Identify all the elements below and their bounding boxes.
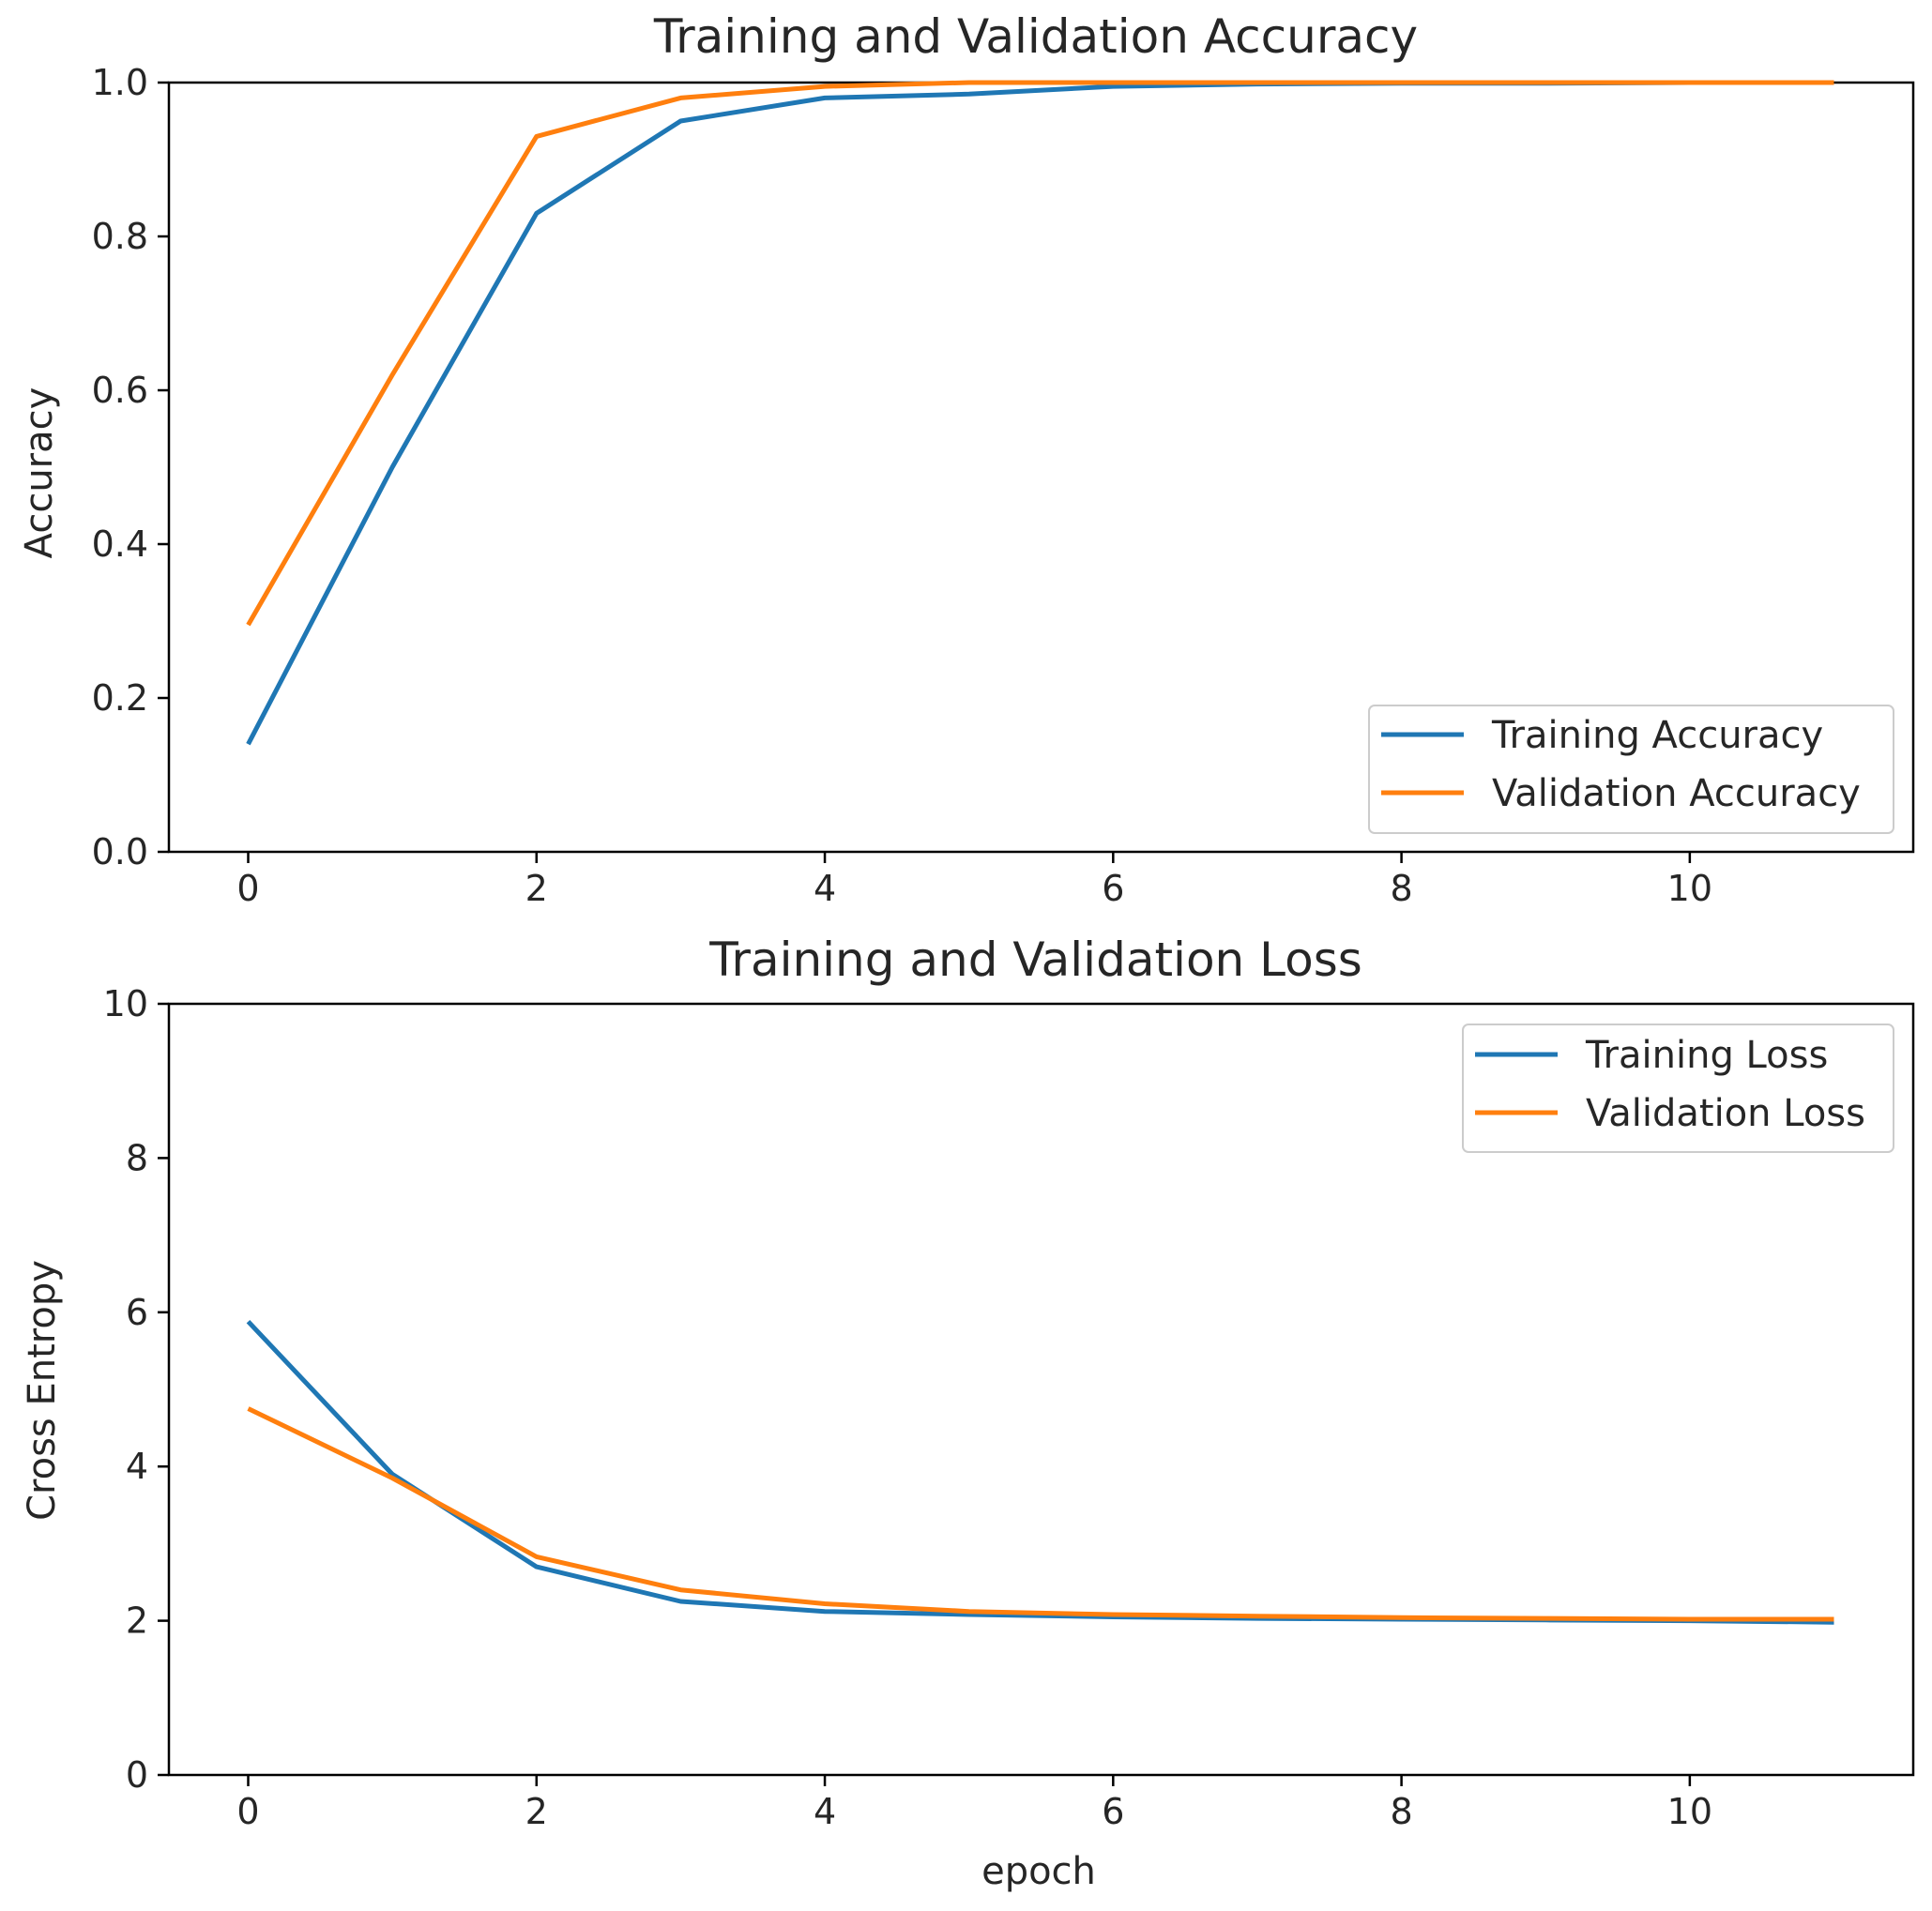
accuracy-x-tick-label: 6 xyxy=(1102,868,1124,909)
accuracy-x-tick-label: 10 xyxy=(1667,868,1712,909)
loss-y-ticks: 0 2 4 6 8 10 xyxy=(103,983,169,1796)
accuracy-x-tick-label: 0 xyxy=(236,868,259,909)
accuracy-y-tick-label: 0.8 xyxy=(92,216,148,257)
loss-series-lines xyxy=(246,1319,1834,1625)
loss-y-tick-label: 10 xyxy=(103,983,148,1024)
accuracy-x-tick-label: 2 xyxy=(525,868,548,909)
accuracy-legend-label-training: Training Accuracy xyxy=(1491,714,1823,757)
loss-legend-label-training: Training Loss xyxy=(1585,1034,1828,1077)
accuracy-x-ticks: 0 2 4 6 8 10 xyxy=(236,852,1712,909)
accuracy-series-line-training xyxy=(246,80,1834,746)
loss-y-tick-label: 0 xyxy=(126,1754,148,1796)
loss-legend: Training Loss Validation Loss xyxy=(1462,1024,1894,1153)
loss-y-tick-label: 6 xyxy=(126,1292,148,1333)
loss-legend-box xyxy=(1462,1024,1894,1153)
accuracy-series-lines xyxy=(246,80,1834,746)
loss-x-axis-label: epoch xyxy=(981,1850,1096,1893)
accuracy-y-tick-label: 1.0 xyxy=(92,62,148,103)
accuracy-y-ticks: 0.0 0.2 0.4 0.6 0.8 1.0 xyxy=(92,62,169,872)
loss-chart-title: Training and Validation Loss xyxy=(708,933,1362,987)
accuracy-legend: Training Accuracy Validation Accuracy xyxy=(1368,705,1894,834)
loss-x-tick-label: 6 xyxy=(1102,1791,1124,1832)
loss-x-tick-label: 8 xyxy=(1390,1791,1412,1832)
loss-y-tick-label: 8 xyxy=(126,1137,148,1178)
loss-x-tick-label: 2 xyxy=(525,1791,548,1832)
accuracy-legend-label-validation: Validation Accuracy xyxy=(1492,772,1861,815)
loss-plot-frame xyxy=(167,1002,1915,1777)
loss-y-tick-label: 2 xyxy=(126,1600,148,1642)
accuracy-series-line-validation xyxy=(246,80,1834,627)
loss-x-tick-label: 0 xyxy=(236,1791,259,1832)
accuracy-y-tick-label: 0.0 xyxy=(92,831,148,872)
accuracy-chart: Training and Validation Accuracy Accurac… xyxy=(18,9,1915,909)
loss-chart: Training and Validation Loss Cross Entro… xyxy=(21,933,1915,1893)
accuracy-y-tick-label: 0.2 xyxy=(92,677,148,719)
accuracy-x-tick-label: 4 xyxy=(814,868,836,909)
accuracy-y-tick-label: 0.4 xyxy=(92,523,148,565)
loss-legend-label-validation: Validation Loss xyxy=(1586,1092,1865,1135)
accuracy-legend-box xyxy=(1368,705,1894,834)
accuracy-y-axis-label: Accuracy xyxy=(18,387,61,559)
loss-series-line-validation xyxy=(247,1406,1834,1622)
accuracy-y-tick-label: 0.6 xyxy=(92,370,148,411)
accuracy-chart-title: Training and Validation Accuracy xyxy=(653,9,1418,64)
loss-series-line-training xyxy=(246,1319,1834,1625)
loss-x-tick-label: 10 xyxy=(1667,1791,1712,1832)
loss-y-axis-label: Cross Entropy xyxy=(21,1260,64,1521)
loss-x-ticks: 0 2 4 6 8 10 xyxy=(236,1775,1712,1832)
loss-x-tick-label: 4 xyxy=(814,1791,836,1832)
accuracy-x-tick-label: 8 xyxy=(1390,868,1412,909)
loss-y-tick-label: 4 xyxy=(126,1446,148,1487)
